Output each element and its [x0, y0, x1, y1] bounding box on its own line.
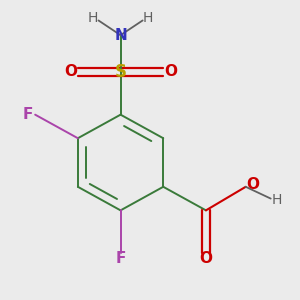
Text: S: S	[115, 63, 127, 81]
Text: H: H	[143, 11, 153, 25]
Text: O: O	[164, 64, 177, 80]
Text: F: F	[22, 107, 33, 122]
Text: F: F	[116, 251, 126, 266]
Text: H: H	[272, 193, 282, 207]
Text: H: H	[88, 11, 98, 25]
Text: N: N	[114, 28, 127, 43]
Text: O: O	[64, 64, 77, 80]
Text: O: O	[247, 177, 260, 192]
Text: O: O	[200, 251, 212, 266]
